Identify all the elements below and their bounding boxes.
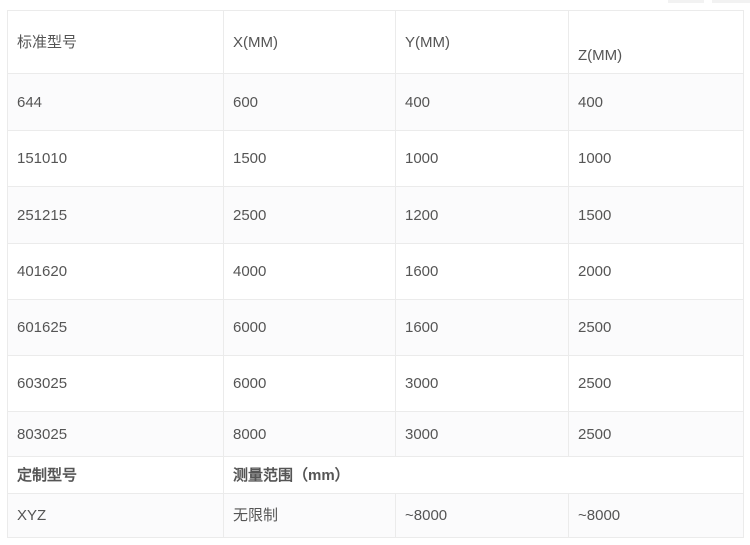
header-cell-model: 标准型号 (7, 10, 224, 74)
cell-z: 2500 (568, 411, 744, 457)
cell-model: 644 (7, 73, 224, 131)
cell-x: 8000 (223, 411, 396, 457)
cell-z: 1000 (568, 130, 744, 187)
cell-z: ~8000 (568, 493, 744, 538)
table-row: 251215 2500 1200 1500 (7, 186, 744, 244)
table-header-row: 标准型号 X(MM) Y(MM) Z(MM) (7, 10, 744, 74)
cell-y: ~8000 (395, 493, 569, 538)
custom-section-header-row: 定制型号 测量范围（mm） (7, 456, 744, 494)
cell-x: 6000 (223, 355, 396, 412)
table-row: 601625 6000 1600 2500 (7, 299, 744, 356)
cell-z: 400 (568, 73, 744, 131)
cell-model: 251215 (7, 186, 224, 244)
cell-x: 1500 (223, 130, 396, 187)
cell-y: 1600 (395, 243, 569, 300)
cell-x: 600 (223, 73, 396, 131)
cell-model: 401620 (7, 243, 224, 300)
table-row: 644 600 400 400 (7, 73, 744, 131)
header-cell-x: X(MM) (223, 10, 396, 74)
cell-x: 4000 (223, 243, 396, 300)
header-cell-z-label: Z(MM) (578, 46, 623, 64)
cell-z: 1500 (568, 186, 744, 244)
table-row: 401620 4000 1600 2000 (7, 243, 744, 300)
cell-z: 2000 (568, 243, 744, 300)
cell-model: 803025 (7, 411, 224, 457)
spec-table: 标准型号 X(MM) Y(MM) Z(MM) 644 600 400 400 1… (7, 10, 744, 538)
cell-model: 151010 (7, 130, 224, 187)
spec-table-container: 标准型号 X(MM) Y(MM) Z(MM) 644 600 400 400 1… (7, 10, 744, 538)
cell-model: 601625 (7, 299, 224, 356)
header-cell-y: Y(MM) (395, 10, 569, 74)
cell-y: 3000 (395, 411, 569, 457)
cell-x: 2500 (223, 186, 396, 244)
table-row: 603025 6000 3000 2500 (7, 355, 744, 412)
cropped-ui-artifact (668, 0, 704, 3)
cell-y: 3000 (395, 355, 569, 412)
cell-x: 无限制 (223, 493, 396, 538)
cell-z: 2500 (568, 355, 744, 412)
custom-model-row: XYZ 无限制 ~8000 ~8000 (7, 493, 744, 538)
cell-y: 1200 (395, 186, 569, 244)
custom-model-header-cell: 定制型号 (7, 456, 224, 494)
cell-model: XYZ (7, 493, 224, 538)
table-row: 151010 1500 1000 1000 (7, 130, 744, 187)
cropped-ui-artifact (712, 0, 750, 3)
header-cell-z: Z(MM) (568, 10, 744, 74)
table-row: 803025 8000 3000 2500 (7, 411, 744, 457)
cell-x: 6000 (223, 299, 396, 356)
measure-range-header-cell: 测量范围（mm） (223, 456, 744, 494)
cell-y: 1000 (395, 130, 569, 187)
cell-y: 1600 (395, 299, 569, 356)
cell-model: 603025 (7, 355, 224, 412)
cell-y: 400 (395, 73, 569, 131)
cell-z: 2500 (568, 299, 744, 356)
